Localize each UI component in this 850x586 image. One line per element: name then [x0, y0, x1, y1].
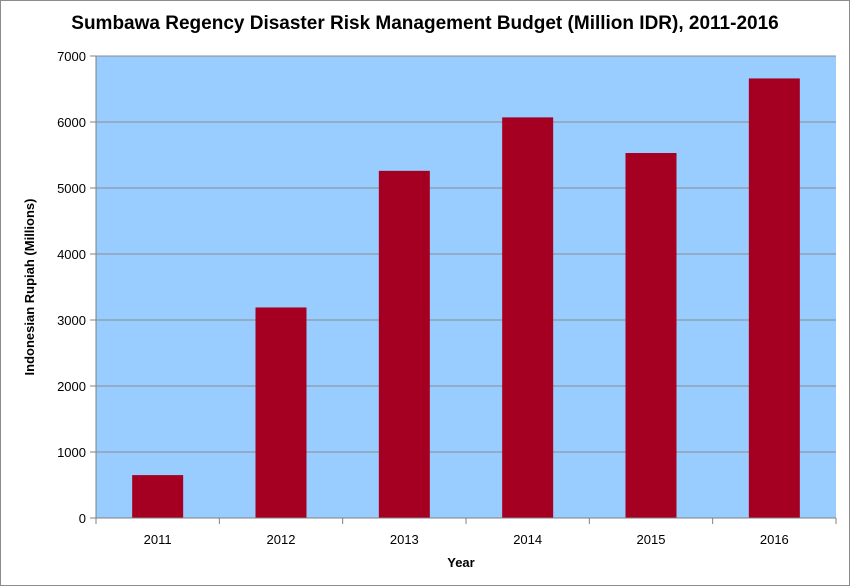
- y-tick-label: 6000: [57, 115, 86, 130]
- bar-2012: [255, 307, 307, 518]
- x-tick-label: 2015: [637, 532, 666, 547]
- chart-title: Sumbawa Regency Disaster Risk Management…: [71, 13, 778, 34]
- plot-area: [96, 56, 836, 518]
- bars: [132, 78, 800, 518]
- x-tick-label: 2012: [267, 532, 296, 547]
- y-tick-label: 2000: [57, 379, 86, 394]
- x-tick-label: 2011: [144, 532, 172, 547]
- y-tick-label: 4000: [57, 247, 86, 262]
- y-tick-label: 7000: [57, 49, 86, 64]
- y-tick-label: 0: [79, 511, 86, 526]
- y-tick-label: 1000: [57, 445, 86, 460]
- gridlines: [96, 55, 836, 453]
- x-tick-label: 2013: [390, 532, 419, 547]
- x-tick-labels: 2011 2012 2013 2014 2015 2016: [144, 532, 789, 547]
- bar-2014: [502, 117, 554, 518]
- bar-2016: [748, 78, 800, 518]
- y-tick-labels: 0 1000 2000 3000 4000 5000 6000 7000: [57, 49, 86, 526]
- bar-2011: [132, 475, 184, 518]
- y-tick-label: 3000: [57, 313, 86, 328]
- y-tick-label: 5000: [57, 181, 86, 196]
- y-axis-title: Indonesian Rupiah (Millions): [22, 199, 37, 376]
- x-axis-title: Year: [447, 555, 474, 570]
- bar-2015: [625, 153, 677, 518]
- x-tick-label: 2014: [513, 532, 542, 547]
- x-tick-label: 2016: [760, 532, 789, 547]
- axes: [90, 55, 837, 524]
- bar-2013: [378, 170, 430, 518]
